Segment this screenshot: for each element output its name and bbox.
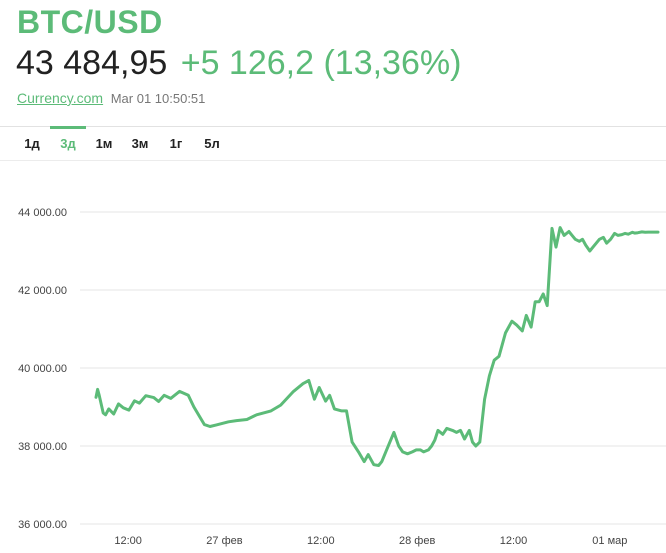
x-tick-label: 28 фев <box>399 535 435 547</box>
tab-5y[interactable]: 5л <box>204 136 220 151</box>
source-row: Currency.com Mar 01 10:50:51 <box>17 90 205 106</box>
x-tick-label: 12:00 <box>500 535 528 547</box>
divider <box>0 126 666 127</box>
x-tick-label: 12:00 <box>307 535 335 547</box>
x-tick-label: 12:00 <box>114 535 142 547</box>
source-link[interactable]: Currency.com <box>17 90 104 106</box>
x-tick-label: 01 мар <box>592 535 627 547</box>
timeframe-tabs: 1д 3д 1м 3м 1г 5л <box>14 126 230 160</box>
x-axis-labels: 12:00 27 фев 12:00 28 фев 12:00 01 мар <box>114 535 627 547</box>
tab-1m[interactable]: 1м <box>95 136 113 151</box>
tab-1y[interactable]: 1г <box>169 136 183 151</box>
price-change: +5 126,2 (13,36%) <box>180 44 462 82</box>
chart-grid <box>80 211 666 525</box>
y-tick-label: 40 000.00 <box>18 363 67 375</box>
tab-3d[interactable]: 3д <box>50 126 86 160</box>
current-price: 43 484,95 <box>16 44 168 82</box>
price-line <box>94 226 660 467</box>
y-tick-label: 42 000.00 <box>18 285 67 297</box>
y-tick-label: 36 000.00 <box>18 519 67 531</box>
price-row: 43 484,95 +5 126,2 (13,36%) <box>16 44 461 83</box>
y-tick-label: 44 000.00 <box>18 207 67 219</box>
tabs-divider <box>0 160 666 161</box>
y-axis-labels: 44 000.00 42 000.00 40 000.00 38 000.00 36 0… <box>18 207 67 531</box>
pair-title: BTC/USD <box>17 4 163 40</box>
x-tick-label: 27 фев <box>206 535 242 547</box>
y-tick-label: 38 000.00 <box>18 441 67 453</box>
tab-1d[interactable]: 1д <box>24 136 40 151</box>
tab-3m[interactable]: 3м <box>131 136 149 151</box>
timestamp: Mar 01 10:50:51 <box>110 91 206 106</box>
